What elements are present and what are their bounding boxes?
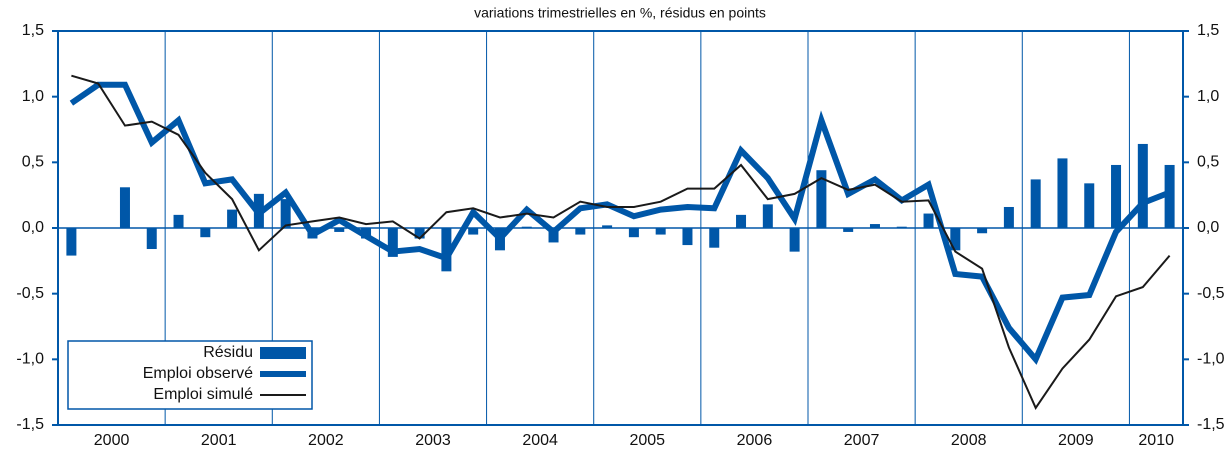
bar [1111,164,1122,228]
bar [468,228,479,235]
bar [66,228,77,256]
bar [334,228,345,232]
x-tick-label: 2002 [308,432,344,449]
bar [789,228,800,252]
y-tick-label: 1,0 [22,88,44,105]
bar [575,228,586,235]
bar [280,199,291,228]
chart-title: variations trimestrielles en %, résidus … [474,5,766,21]
x-tick-label: 2008 [951,432,987,449]
y-tick-label: -1,5 [16,416,44,433]
legend-label: Emploi simulé [153,386,253,403]
bar [655,228,666,235]
bar [146,228,157,250]
x-tick-label: 2006 [737,432,773,449]
bar [1003,206,1014,228]
legend-label: Résidu [203,344,253,361]
bar [709,228,720,248]
bar [1084,183,1095,228]
bar [1057,158,1068,228]
bar [602,225,613,228]
y2-tick-label: 0,0 [1197,219,1219,236]
y2-tick-label: 1,0 [1197,88,1219,105]
bar [521,226,532,228]
bar [682,228,693,246]
y2-tick-label: -0,5 [1197,285,1225,302]
legend-label: Emploi observé [143,365,253,382]
bar [227,209,238,228]
bar [736,214,747,228]
y-tick-label: -0,5 [16,285,44,302]
x-tick-label: 2003 [415,432,451,449]
bar [950,228,961,251]
x-tick-label: 2004 [522,432,558,449]
bar [119,187,130,228]
x-tick-label: 2010 [1138,432,1174,449]
x-tick-label: 2001 [201,432,237,449]
bar [977,228,988,234]
bar [441,228,452,272]
legend-swatch [260,347,306,359]
bar [816,170,827,228]
y2-tick-label: 1,5 [1197,22,1219,39]
bar [762,204,773,228]
bar [1137,143,1148,228]
bar [869,224,880,228]
y-tick-label: -1,0 [16,351,44,368]
x-tick-label: 2009 [1058,432,1094,449]
bar [1030,179,1041,228]
bar [628,228,639,238]
y2-tick-label: -1,5 [1197,416,1225,433]
plot-frame [57,30,1184,426]
line [71,74,1171,410]
legend: Résidu Emploi observé Emploi simulé [67,340,313,410]
y-tick-label: 0,5 [22,154,44,171]
bar [173,214,184,228]
y-tick-label: 1,5 [22,22,44,39]
bar [923,213,934,228]
bar [414,228,425,239]
x-tick-label: 2000 [94,432,130,449]
bar [387,228,398,257]
bar [200,228,211,238]
y-tick-label: 0,0 [22,219,44,236]
bar [843,228,854,232]
bar [896,226,907,228]
bar [1164,164,1175,228]
y2-tick-label: -1,0 [1197,351,1225,368]
line [69,81,1171,365]
x-tick-label: 2007 [844,432,880,449]
x-tick-label: 2005 [629,432,665,449]
y2-tick-label: 0,5 [1197,154,1219,171]
